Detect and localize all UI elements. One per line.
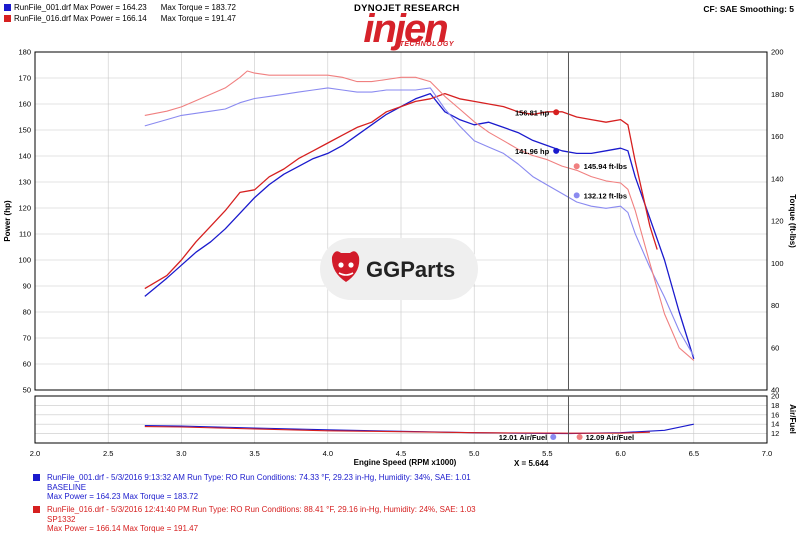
cursor-x-readout: X = 5.644 [514,459,549,468]
legend-2-line2: SP1332 [47,514,76,524]
legend-entry-1: RunFile_001.drf - 5/3/2016 9:13:32 AM Ru… [33,473,471,502]
header-run-1: RunFile_001.drf Max Power = 164.23 Max T… [4,3,236,12]
af-tick-3: 18 [771,401,779,410]
af-grid [34,395,768,443]
run-2-max-power: RunFile_016.drf Max Power = 166.14 [14,14,147,23]
power-tick-11: 160 [18,100,31,109]
cursor-label-3: 132.12 ft-lbs [584,191,627,200]
power-tick-1: 60 [23,360,31,369]
power-tick-7: 120 [18,204,31,213]
x-tick-9: 6.5 [689,449,699,458]
x-axis-title: Engine Speed (RPM x1000) [354,458,457,467]
cursor-marker-2 [573,163,580,170]
torque-tick-7: 180 [771,90,784,99]
main-grid [34,51,768,391]
series-torque-3 [144,70,695,361]
x-tick-10: 7.0 [762,449,772,458]
ggparts-watermark: GGParts [320,238,478,300]
power-tick-0: 50 [23,386,31,395]
logo-main-text: injen [363,7,448,51]
run-2-swatch [4,15,11,22]
gg-devil-icon [331,251,360,282]
series-power-1 [144,92,658,290]
logo-sub-text: TECHNOLOGY [399,41,454,48]
x-tick-7: 5.5 [542,449,552,458]
brand-title: DYNOJET RESEARCH [354,3,460,14]
af-tick-2: 16 [771,410,779,419]
power-tick-5: 100 [18,256,31,265]
cf-smoothing-label: CF: SAE Smoothing: 5 [703,4,794,14]
y-axis-left-title: Power (hp) [3,200,12,242]
power-tick-13: 180 [18,48,31,57]
legend-1-swatch [33,474,40,481]
watermark-text: GGParts [366,257,455,282]
tick-labels: 2.0 2.5 3.0 3.5 4.0 4.5 5.0 5.5 6.0 6.5 7.0 50 60 70 8… [18,48,783,459]
main-plot-frame [34,51,768,391]
power-tick-3: 80 [23,308,31,317]
run-1-swatch [4,4,11,11]
run-1-max-power: RunFile_001.drf Max Power = 164.23 [14,3,147,12]
run-1-max-torque: Max Torque = 183.72 [160,3,236,12]
x-tick-1: 2.5 [103,449,113,458]
legend-1-line3: Max Power = 164.23 Max Torque = 183.72 [47,492,199,501]
cursor-label-1: 141.96 hp [515,147,550,156]
legend-2-line1: RunFile_016.drf - 5/3/2016 12:41:40 PM R… [47,505,476,514]
cursor-label-0: 156.81 hp [515,108,550,117]
torque-tick-3: 100 [771,259,784,268]
legend-2-line3: Max Power = 166.14 Max Torque = 191.47 [47,524,199,533]
series-power-0 [144,92,695,359]
cursor-marker-5 [576,434,583,440]
series-layer [144,70,695,435]
af-plot-frame [34,395,768,444]
cursor-marker-1 [553,147,560,154]
cursor-label-2: 145.94 ft-lbs [584,162,627,171]
torque-tick-0: 40 [771,386,779,395]
x-tick-4: 4.0 [323,449,333,458]
series-torque-2 [144,87,695,357]
x-tick-5: 4.5 [396,449,406,458]
legend-1-line1: RunFile_001.drf - 5/3/2016 9:13:32 AM Ru… [47,473,471,482]
af-axis-title: Air/Fuel [788,404,797,434]
legend-entry-2: RunFile_016.drf - 5/3/2016 12:41:40 PM R… [33,505,476,534]
torque-tick-8: 200 [771,48,784,57]
header-run-2: RunFile_016.drf Max Power = 166.14 Max T… [4,14,236,23]
power-tick-8: 130 [18,178,31,187]
cursor-marker-4 [550,434,557,440]
cursor-value-labels: 156.81 hp 141.96 hp 145.94 ft-lbs 132.12 ft… [499,108,634,442]
cursor-label-4: 12.01 Air/Fuel [499,433,548,442]
torque-tick-6: 160 [771,132,784,141]
cursor-label-5: 12.09 Air/Fuel [586,433,635,442]
torque-tick-2: 80 [771,301,779,310]
watermark-pill [320,238,478,300]
power-tick-10: 150 [18,126,31,135]
injen-logo: injen TECHNOLOGY [350,7,460,51]
power-tick-4: 90 [23,282,31,291]
run-2-max-torque: Max Torque = 191.47 [160,14,236,23]
power-tick-9: 140 [18,152,31,161]
torque-tick-4: 120 [771,217,784,226]
af-tick-4: 20 [771,392,779,401]
series-air_fuel-5 [144,426,650,434]
x-tick-0: 2.0 [30,449,40,458]
power-tick-6: 110 [19,230,31,239]
af-tick-0: 12 [771,429,779,438]
legend-2-swatch [33,506,40,513]
legend-1-line2: BASELINE [47,482,87,492]
power-tick-12: 170 [18,74,31,83]
cursor-marker-3 [573,192,580,199]
y-axis-right-title: Torque (ft-lbs) [788,194,797,248]
power-tick-2: 70 [23,334,31,343]
x-tick-8: 6.0 [615,449,625,458]
torque-tick-1: 60 [771,343,779,352]
af-tick-1: 14 [771,420,779,429]
x-tick-3: 3.5 [249,449,259,458]
cursor-marker-0 [553,109,560,116]
x-tick-2: 3.0 [176,449,186,458]
x-tick-6: 5.0 [469,449,479,458]
torque-tick-5: 140 [771,174,784,183]
